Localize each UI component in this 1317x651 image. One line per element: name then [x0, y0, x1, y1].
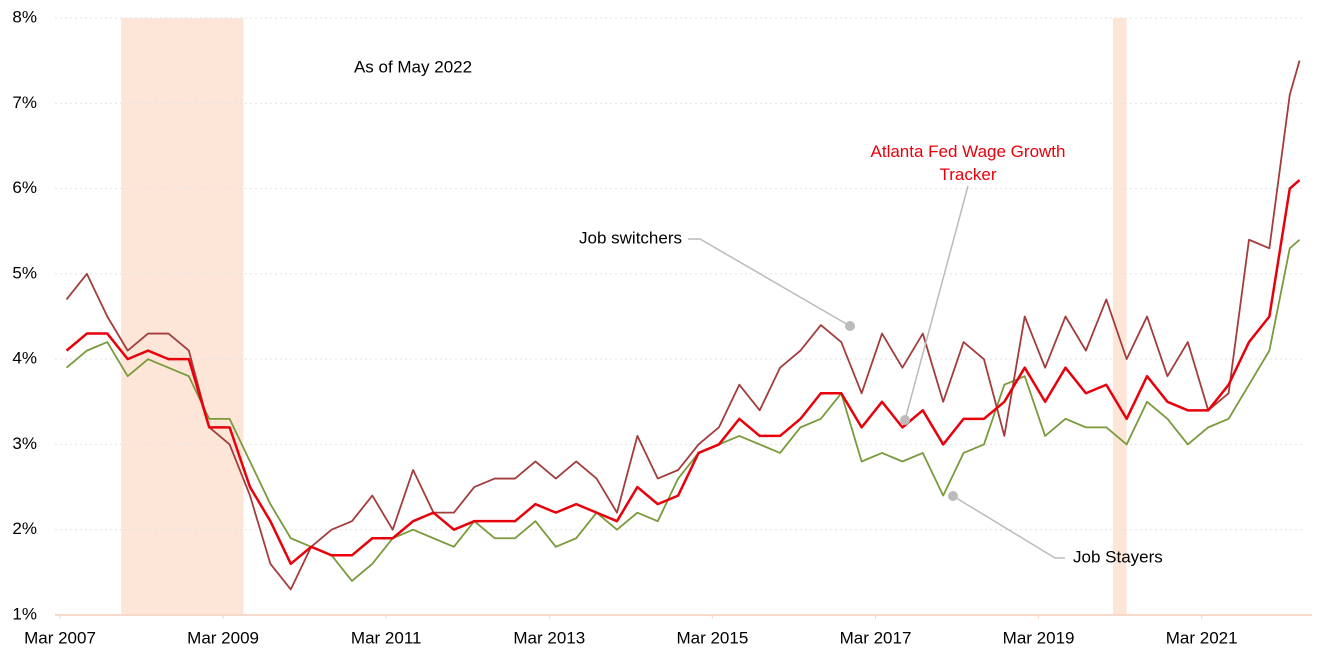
- y-tick-label: 3%: [12, 434, 37, 453]
- y-tick-label: 2%: [12, 519, 37, 538]
- leader-dot: [845, 321, 855, 331]
- y-tick-label: 4%: [12, 349, 37, 368]
- y-tick-label: 8%: [12, 7, 37, 26]
- series-line: [65, 179, 1301, 566]
- leader-line: [904, 185, 969, 421]
- series-line: [65, 239, 1301, 582]
- x-tick-label: Mar 2009: [187, 628, 259, 647]
- leader-line: [688, 238, 851, 327]
- x-tick-label: Mar 2017: [840, 628, 912, 647]
- y-tick-label: 1%: [12, 604, 37, 623]
- series-label: Job Stayers: [1073, 547, 1163, 566]
- leader-dot: [900, 415, 910, 425]
- recession-band: [1112, 18, 1127, 615]
- y-tick-label: 6%: [12, 178, 37, 197]
- leader-line: [952, 495, 1065, 559]
- leader-dot: [948, 491, 958, 501]
- series-line: [65, 60, 1301, 591]
- series-label: Job switchers: [579, 228, 682, 247]
- y-tick-label: 7%: [12, 93, 37, 112]
- background-layer: [55, 17, 1302, 615]
- x-tick-label: Mar 2019: [1003, 628, 1075, 647]
- recession-band: [121, 18, 244, 615]
- x-tick-label: Mar 2013: [513, 628, 585, 647]
- x-tick-label: Mar 2011: [351, 628, 422, 647]
- x-tick-label: Mar 2021: [1166, 628, 1238, 647]
- annotation: As of May 2022: [354, 57, 472, 76]
- y-tick-label: 5%: [12, 263, 37, 282]
- x-tick-label: Mar 2015: [676, 628, 748, 647]
- series-label: Atlanta Fed Wage Growth Tracker: [870, 142, 1066, 184]
- x-tick-label: Mar 2007: [24, 628, 96, 647]
